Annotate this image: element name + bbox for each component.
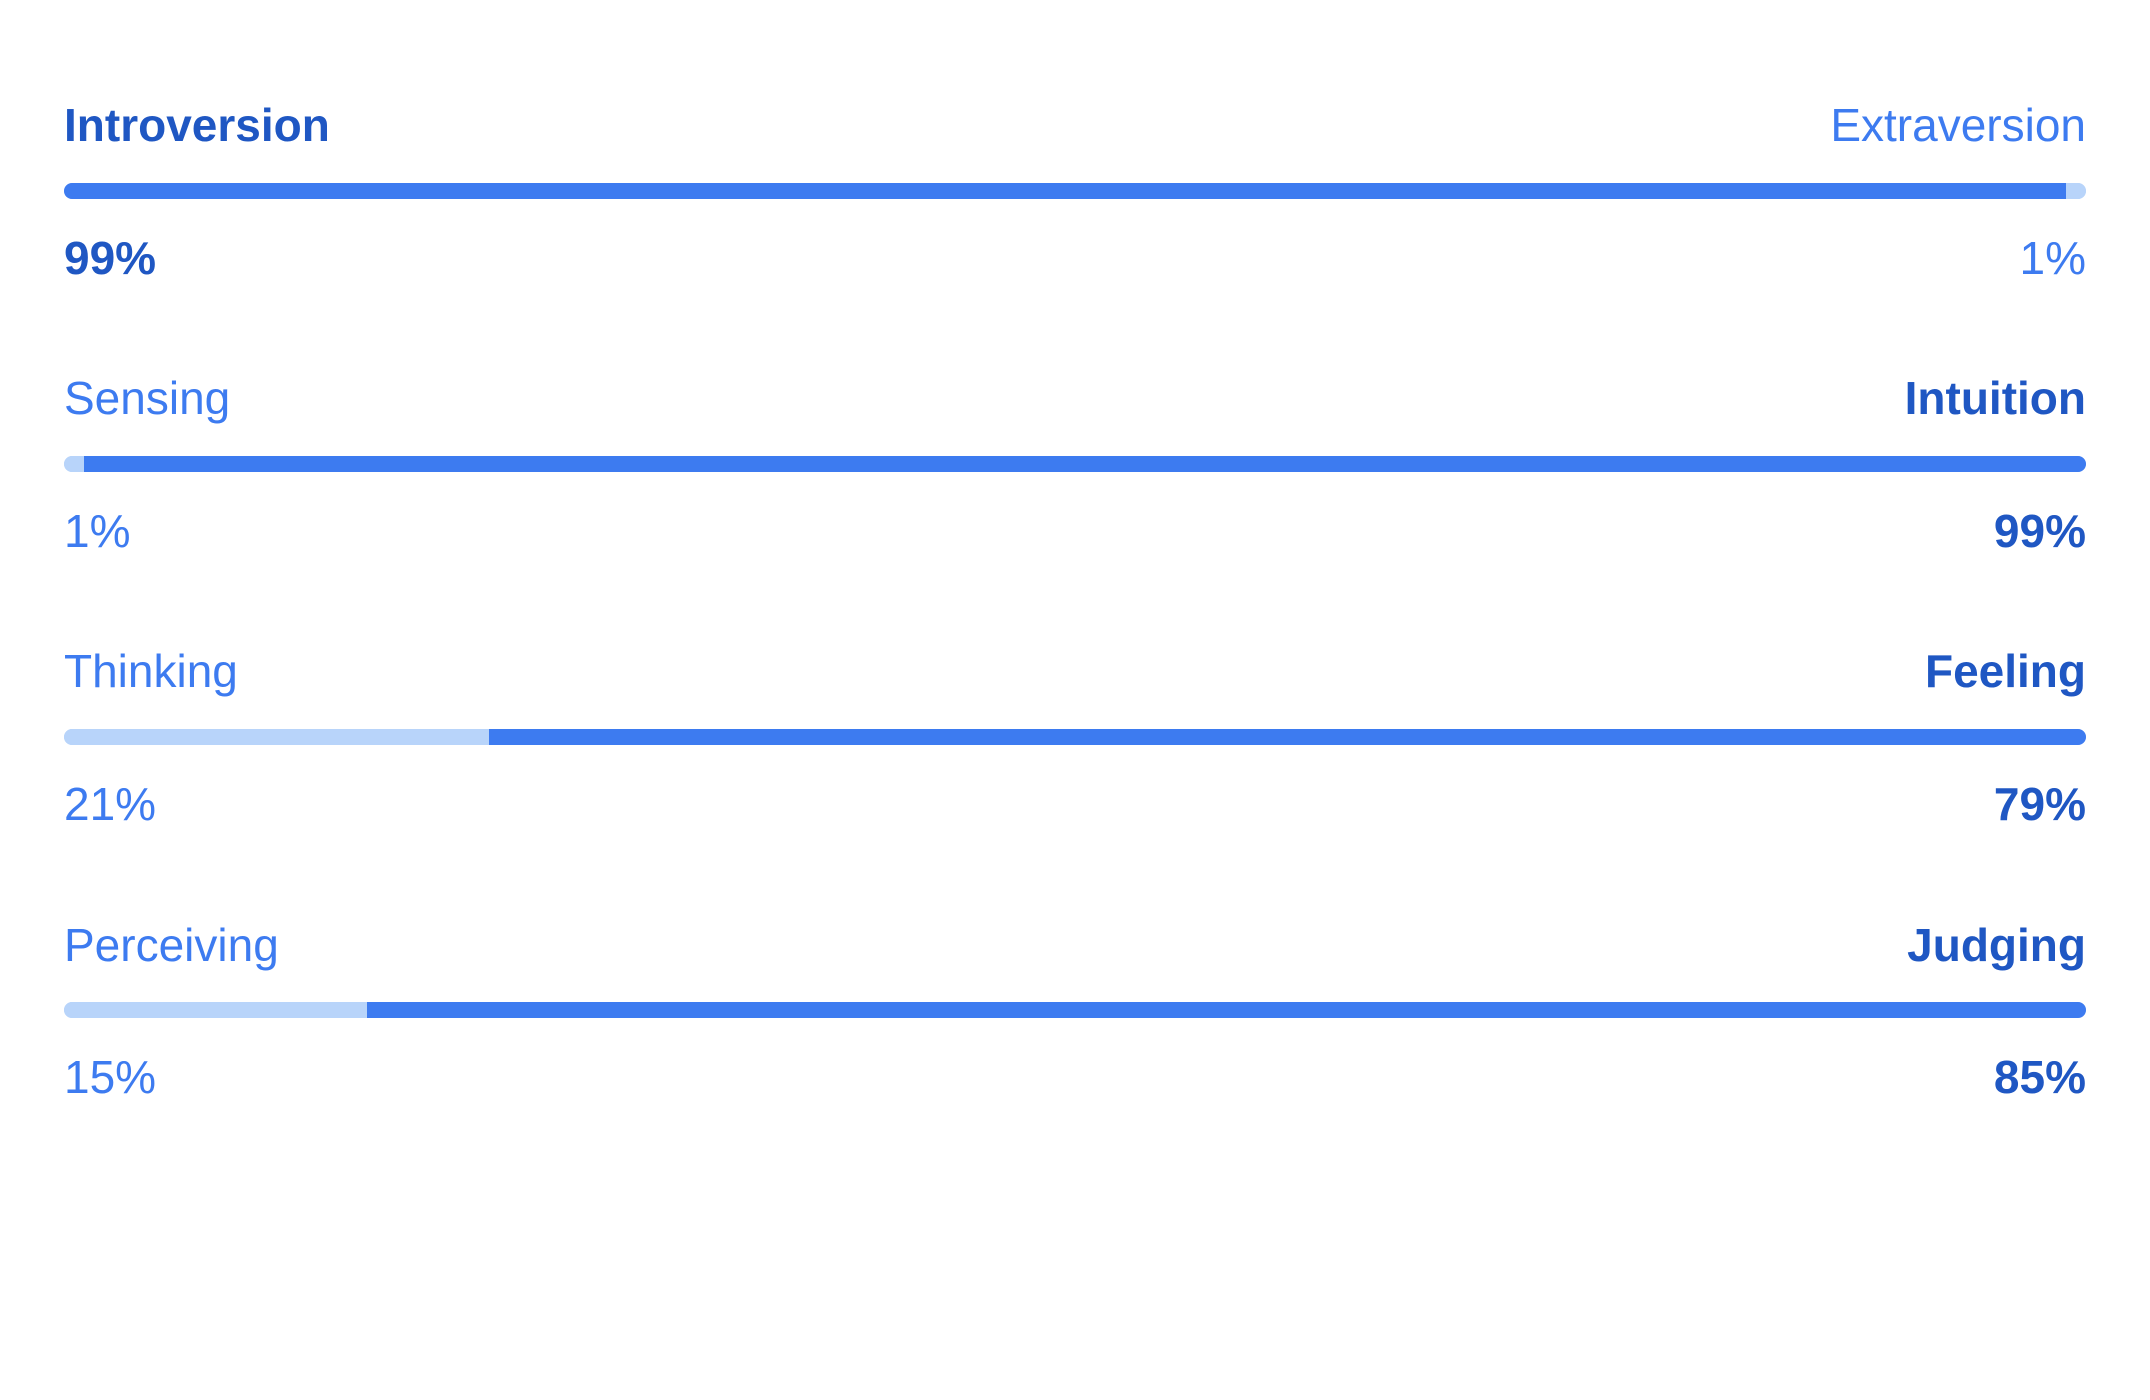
trait-right-label: Extraversion xyxy=(1830,100,2086,151)
trait-bar xyxy=(64,183,2086,199)
trait-bar-left-segment xyxy=(64,729,489,745)
personality-traits-chart: Introversion Extraversion 99% 1% Sensing Intu… xyxy=(64,100,2086,1103)
trait-left-percent: 15% xyxy=(64,1052,156,1103)
trait-left-percent: 1% xyxy=(64,506,130,557)
trait-left-label: Perceiving xyxy=(64,920,279,971)
trait-bar-right-segment xyxy=(489,729,2086,745)
trait-percents: 99% 1% xyxy=(64,233,2086,284)
trait-left-label: Thinking xyxy=(64,646,238,697)
trait-bar xyxy=(64,729,2086,745)
trait-right-label: Judging xyxy=(1907,920,2086,971)
trait-right-percent: 1% xyxy=(2020,233,2086,284)
trait-right-percent: 85% xyxy=(1994,1052,2086,1103)
trait-bar-right-segment xyxy=(367,1002,2086,1018)
trait-row: Sensing Intuition 1% 99% xyxy=(64,373,2086,556)
trait-left-label: Sensing xyxy=(64,373,230,424)
trait-bar-left-segment xyxy=(64,183,2066,199)
trait-bar xyxy=(64,1002,2086,1018)
trait-bar-left-segment xyxy=(64,456,84,472)
trait-labels: Thinking Feeling xyxy=(64,646,2086,697)
trait-percents: 1% 99% xyxy=(64,506,2086,557)
trait-right-percent: 79% xyxy=(1994,779,2086,830)
trait-left-label: Introversion xyxy=(64,100,330,151)
trait-right-label: Feeling xyxy=(1925,646,2086,697)
trait-bar xyxy=(64,456,2086,472)
trait-row: Perceiving Judging 15% 85% xyxy=(64,920,2086,1103)
trait-percents: 21% 79% xyxy=(64,779,2086,830)
trait-bar-right-segment xyxy=(84,456,2086,472)
trait-right-percent: 99% xyxy=(1994,506,2086,557)
trait-labels: Introversion Extraversion xyxy=(64,100,2086,151)
trait-right-label: Intuition xyxy=(1905,373,2086,424)
trait-percents: 15% 85% xyxy=(64,1052,2086,1103)
trait-left-percent: 21% xyxy=(64,779,156,830)
trait-row: Introversion Extraversion 99% 1% xyxy=(64,100,2086,283)
trait-row: Thinking Feeling 21% 79% xyxy=(64,646,2086,829)
trait-left-percent: 99% xyxy=(64,233,156,284)
trait-bar-right-segment xyxy=(2066,183,2086,199)
trait-labels: Sensing Intuition xyxy=(64,373,2086,424)
trait-bar-left-segment xyxy=(64,1002,367,1018)
trait-labels: Perceiving Judging xyxy=(64,920,2086,971)
